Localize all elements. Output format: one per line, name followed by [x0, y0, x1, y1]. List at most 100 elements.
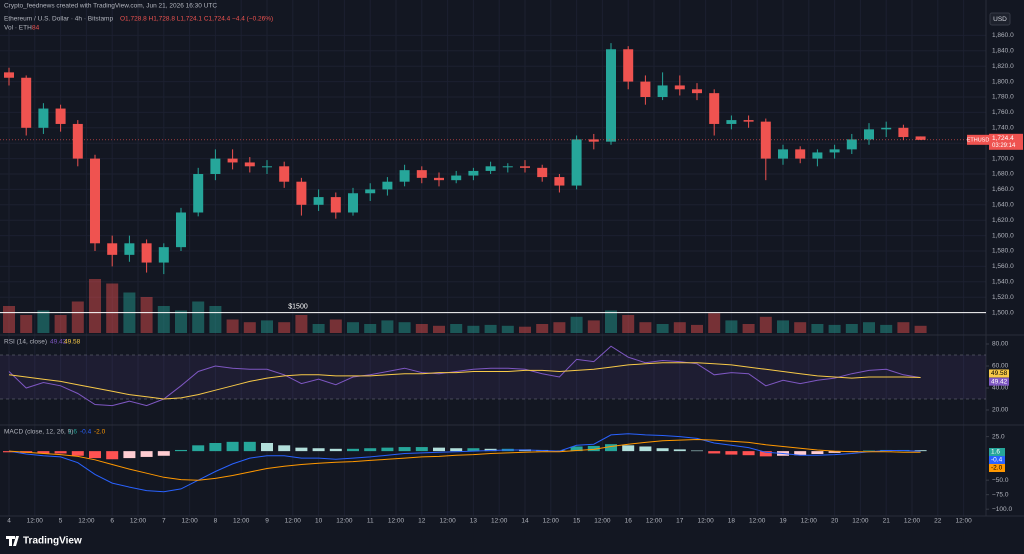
candle-body: [365, 189, 376, 194]
macd-tick-label: −50.0: [992, 477, 1009, 484]
footer: [0, 527, 1024, 554]
x-tick-label: 12:00: [388, 518, 405, 525]
y-tick-label: 1,520.0: [992, 294, 1014, 301]
currency[interactable]: USD: [993, 16, 1007, 23]
volume-bar: [845, 324, 858, 333]
y-tick-label: 1,660.0: [992, 186, 1014, 193]
rsi-value-box: [989, 369, 1009, 378]
macd-histogram-bar: [656, 448, 669, 452]
volume-bar: [192, 301, 205, 333]
y-tick-label: 1,780.0: [992, 94, 1014, 101]
volume-bar: [501, 325, 514, 333]
macd-histogram-bar: [415, 447, 428, 452]
macd-histogram-bar: [157, 451, 170, 456]
macd-value-box: [989, 448, 1005, 456]
volume-bar: [519, 326, 531, 333]
volume-bar: [673, 322, 686, 333]
volume-bar: [157, 306, 170, 333]
volume-bar: [278, 322, 291, 333]
candle-body: [141, 243, 152, 263]
candle-body: [313, 197, 324, 205]
volume-bar: [37, 310, 50, 333]
x-tick-label: 12:00: [233, 518, 250, 525]
macd-histogram-bar: [192, 445, 205, 452]
x-tick-label: 12:00: [646, 518, 663, 525]
candle-body: [657, 85, 668, 97]
candle-body: [485, 166, 496, 171]
candle-body: [158, 247, 169, 263]
x-tick-label: 14: [521, 518, 529, 525]
volume-bar: [226, 319, 239, 333]
macd-histogram-bar: [364, 448, 377, 452]
candle-body: [726, 120, 737, 124]
candle-body: [21, 77, 32, 128]
macd-histogram-bar: [209, 443, 222, 452]
macd-histogram-bar: [243, 441, 256, 452]
volume-label: Vol · ETH: [4, 25, 32, 32]
volume-bar: [897, 322, 910, 333]
candle-body: [760, 121, 771, 159]
y-tick-label: 1,700.0: [992, 155, 1014, 162]
brand: TradingView: [23, 536, 82, 547]
volume-bar: [811, 324, 824, 333]
volume-bar: [794, 322, 807, 333]
volume-bar: [725, 320, 738, 333]
y-tick-label: 1,640.0: [992, 202, 1014, 209]
macd-tick-label: 25.0: [992, 433, 1005, 440]
candle-body: [674, 85, 685, 90]
candle-body: [743, 120, 754, 122]
x-tick-label: 12:00: [749, 518, 766, 525]
volume-bar: [759, 316, 772, 333]
candle-body: [434, 177, 444, 181]
candle-body: [124, 243, 135, 255]
volume-bar: [742, 324, 755, 333]
volume-bar: [914, 325, 927, 333]
volume-bar: [553, 322, 566, 333]
x-tick-label: 12:00: [801, 518, 818, 525]
macd-histogram-bar: [725, 451, 738, 455]
macd-line: [8, 433, 921, 493]
last-price-box: [989, 133, 1023, 150]
macd-histogram-bar: [467, 448, 480, 452]
volume-bar: [106, 283, 119, 333]
volume-bar: [347, 322, 359, 333]
candle-body: [193, 174, 204, 213]
macd-histogram-bar: [433, 447, 445, 452]
rsi-value-label: 49.58: [991, 370, 1008, 377]
volume-bar: [605, 310, 617, 333]
macd-histogram-bar: [742, 451, 755, 456]
macd-histogram-bar: [708, 451, 721, 454]
candle-body: [606, 49, 616, 142]
symbol: Ethereum / U.S. Dollar · 4h · Bitstamp: [4, 16, 113, 23]
candle-body: [623, 49, 634, 82]
macd-histogram-bar: [71, 451, 84, 456]
volume-bar: [536, 324, 549, 333]
rsi-tick-label: 60.00: [992, 363, 1009, 370]
x-tick-label: 12:00: [594, 518, 611, 525]
y-tick-label: 1,540.0: [992, 279, 1014, 286]
rsi-ma-value: 49.58: [64, 339, 81, 346]
volume-bar: [587, 320, 600, 333]
volume-bar: [708, 313, 721, 333]
x-tick-label: 12:00: [285, 518, 302, 525]
macd-histogram-bar: [89, 451, 101, 459]
volume-bar: [261, 320, 273, 333]
macd-histogram-bar: [691, 450, 703, 452]
candle-body: [399, 170, 410, 182]
volume-bar: [89, 279, 101, 333]
y-tick-label: 1,600.0: [992, 232, 1014, 239]
candle-body: [778, 149, 788, 159]
macd-histogram-bar: [278, 445, 291, 452]
x-tick-label: 12:00: [955, 518, 972, 525]
macd-histogram-bar: [570, 446, 583, 452]
currency-box[interactable]: [989, 12, 1011, 26]
candle-body: [468, 170, 479, 176]
volume-bar: [209, 306, 222, 333]
candle-body: [210, 158, 221, 174]
y-tick-label: 1,820.0: [992, 63, 1014, 70]
macd-histogram-bar: [811, 451, 824, 455]
candle-body: [348, 193, 358, 213]
volume-bar: [863, 322, 875, 333]
macd-histogram-bar: [759, 451, 772, 457]
candle-body: [864, 129, 874, 140]
